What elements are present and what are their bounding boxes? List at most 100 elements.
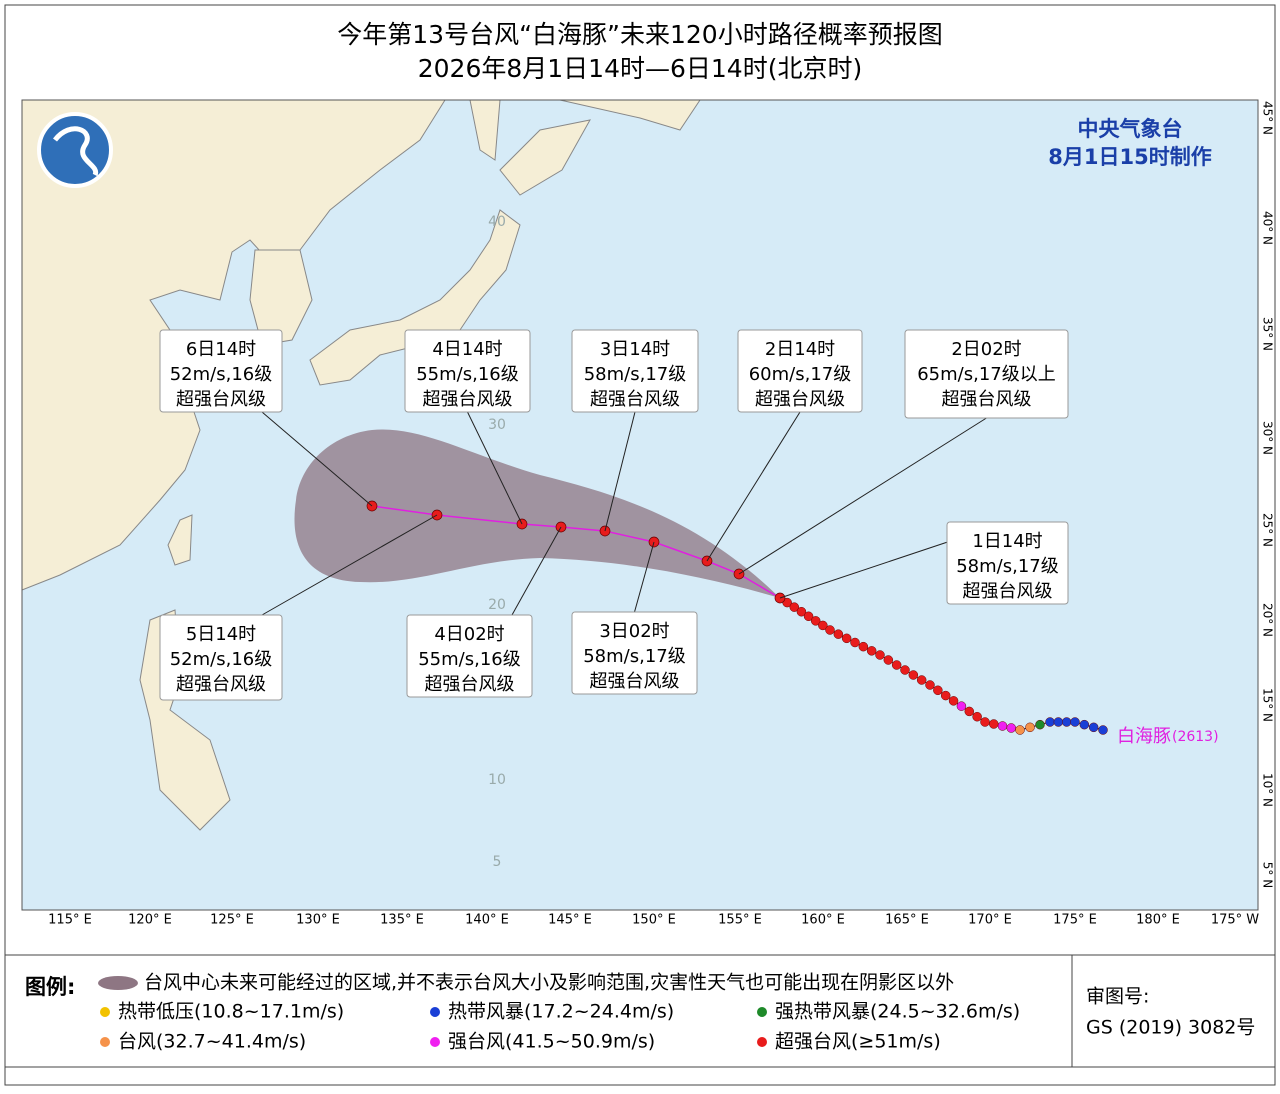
callout-box xyxy=(946,521,1069,605)
callout-time: 3日14时 xyxy=(600,339,670,360)
track-point xyxy=(1070,717,1080,727)
legend-label: 台风(32.7~41.4m/s) xyxy=(118,1031,306,1053)
track-point xyxy=(803,611,814,622)
lat-label: 20° N xyxy=(1261,603,1275,637)
callout-leader xyxy=(706,411,801,562)
callout-time: 2日14时 xyxy=(765,339,835,360)
lon-label: 150° E xyxy=(632,913,676,928)
lon-label: 175° W xyxy=(1211,913,1259,928)
track-point xyxy=(1035,719,1045,730)
track-point xyxy=(1015,725,1025,735)
subtitle: 2026年8月1日14时—6日14时(北京时) xyxy=(418,54,862,83)
review-label: 审图号: xyxy=(1086,986,1149,1008)
track-point xyxy=(796,606,807,617)
track-point xyxy=(858,641,869,652)
lat-inner-label: 10 xyxy=(488,772,506,788)
track xyxy=(366,500,1108,735)
track-point xyxy=(1053,717,1064,727)
callout-wind: 52m/s,16级 xyxy=(170,649,273,670)
callout-time: 5日14时 xyxy=(186,624,256,645)
lon-label: 165° E xyxy=(885,913,929,928)
track-point xyxy=(956,701,967,711)
callout-wind: 55m/s,16级 xyxy=(416,364,519,385)
lat-label: 5° N xyxy=(1261,862,1275,888)
track-point xyxy=(1061,717,1072,727)
callout-box xyxy=(737,329,863,413)
lat-label: 45° N xyxy=(1261,101,1275,135)
track-point xyxy=(972,711,982,722)
legend-cone-text: 台风中心未来可能经过的区域,并不表示台风大小及影响范围,灾害性天气也可能出现在阴… xyxy=(144,972,954,994)
callout-box xyxy=(159,329,283,413)
callout-wind: 58m/s,17级 xyxy=(584,364,687,385)
lat-label: 40° N xyxy=(1261,211,1275,245)
track-point xyxy=(883,655,894,665)
lat-label: 15° N xyxy=(1261,688,1275,722)
track-point xyxy=(825,625,835,635)
track-point xyxy=(818,620,828,631)
callout-wind: 65m/s,17级以上 xyxy=(917,364,1056,385)
lat-inner-label: 5 xyxy=(493,854,502,870)
track-point xyxy=(1079,719,1090,730)
track-point xyxy=(933,685,943,696)
lon-label: 130° E xyxy=(296,913,340,928)
callout-level: 超强台风级 xyxy=(425,674,515,695)
callout-box xyxy=(404,329,531,413)
lon-label: 175° E xyxy=(1053,913,1097,928)
probability-cone xyxy=(294,429,780,598)
callout-level: 超强台风级 xyxy=(755,389,845,410)
legend-label: 强热带风暴(24.5~32.6m/s) xyxy=(775,1001,1020,1023)
track-point xyxy=(810,616,821,626)
lon-label: 115° E xyxy=(48,913,92,928)
lat-label: 25° N xyxy=(1261,513,1275,547)
title: 今年第13号台风“白海豚”未来120小时路径概率预报图 xyxy=(337,20,942,49)
lon-label: 125° E xyxy=(210,913,254,928)
callout-box xyxy=(571,329,699,413)
issue-time: 8月1日15时制作 xyxy=(1048,145,1211,169)
agency-name: 中央气象台 xyxy=(1078,117,1183,141)
callout-level: 超强台风级 xyxy=(963,581,1053,602)
legend-cone-icon xyxy=(98,976,138,990)
lat-inner-label: 40 xyxy=(488,214,506,230)
callout-time: 4日02时 xyxy=(434,624,504,645)
legend-dot xyxy=(430,1007,440,1017)
lon-label: 160° E xyxy=(801,913,845,928)
legend-label: 强台风(41.5~50.9m/s) xyxy=(448,1031,655,1053)
track-point xyxy=(1045,717,1055,727)
callout-leader xyxy=(604,411,636,532)
track-point xyxy=(925,680,935,690)
lat-label: 35° N xyxy=(1261,317,1275,351)
callout-time: 3日02时 xyxy=(599,621,669,642)
legend-dot xyxy=(430,1037,440,1047)
track-point xyxy=(875,650,885,660)
lon-label: 140° E xyxy=(465,913,509,928)
lon-label: 135° E xyxy=(380,913,424,928)
callout-level: 超强台风级 xyxy=(590,671,680,692)
legend-dot xyxy=(100,1007,110,1017)
callout-time: 6日14时 xyxy=(186,339,256,360)
callouts: 6日14时52m/s,16级超强台风级4日14时55m/s,16级超强台风级3日… xyxy=(159,329,1069,701)
track-point xyxy=(916,675,927,685)
legend-dot xyxy=(757,1037,767,1047)
legend-dot xyxy=(100,1037,110,1047)
logo-mark xyxy=(53,126,99,177)
track-point xyxy=(900,665,910,675)
callout-wind: 58m/s,17级 xyxy=(956,556,1059,577)
lon-label: 170° E xyxy=(968,913,1012,928)
callout-box xyxy=(904,329,1069,419)
callout-level: 超强台风级 xyxy=(590,389,680,410)
callout-time: 4日14时 xyxy=(432,339,502,360)
track-point xyxy=(1006,723,1016,733)
track-point xyxy=(1098,725,1108,735)
lat-label: 30° N xyxy=(1261,421,1275,455)
track-point xyxy=(1025,722,1035,733)
track-point xyxy=(908,670,919,680)
callout-time: 2日02时 xyxy=(951,339,1021,360)
legend-label: 热带风暴(17.2~24.4m/s) xyxy=(448,1001,674,1023)
track-point xyxy=(841,633,852,644)
callout-level: 超强台风级 xyxy=(423,389,513,410)
typhoon-name: 白海豚 xyxy=(1117,726,1171,747)
track-point xyxy=(964,706,975,717)
legend-label: 热带低压(10.8~17.1m/s) xyxy=(118,1001,344,1023)
track-point xyxy=(789,602,800,612)
